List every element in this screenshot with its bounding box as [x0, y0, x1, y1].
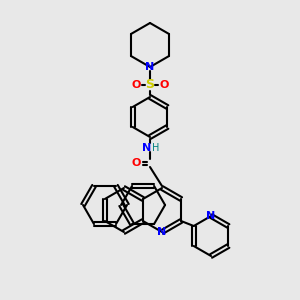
Text: O: O: [131, 158, 141, 168]
Text: H: H: [152, 143, 160, 153]
Text: N: N: [146, 62, 154, 72]
Text: N: N: [142, 143, 152, 153]
Text: S: S: [146, 79, 154, 92]
Text: O: O: [131, 80, 141, 90]
Text: N: N: [206, 211, 216, 221]
Text: O: O: [159, 80, 169, 90]
Text: N: N: [158, 227, 166, 237]
